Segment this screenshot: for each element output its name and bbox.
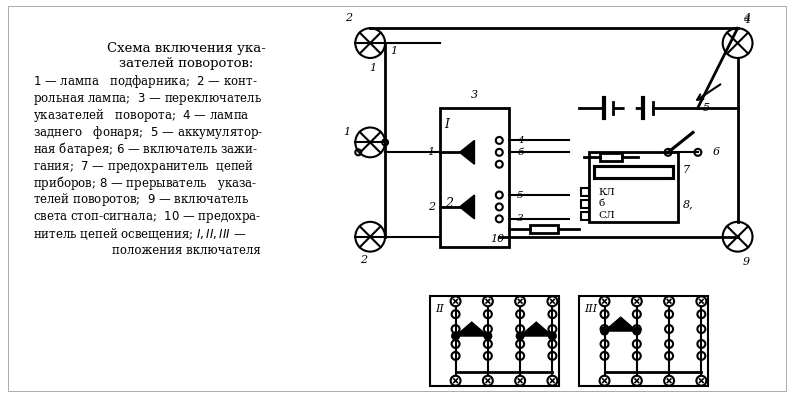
Bar: [594, 166, 673, 178]
Bar: [580, 212, 588, 220]
Bar: [530, 225, 558, 233]
Text: зателей поворотов:: зателей поворотов:: [119, 58, 253, 70]
Circle shape: [484, 333, 491, 339]
Text: 8,: 8,: [683, 199, 694, 210]
Text: 9: 9: [742, 256, 750, 267]
Polygon shape: [460, 141, 475, 164]
Text: 7: 7: [683, 165, 690, 175]
Bar: [580, 188, 588, 196]
Text: III: III: [584, 304, 597, 314]
Text: 3: 3: [471, 90, 478, 100]
Bar: [579, 296, 707, 385]
Text: 4: 4: [517, 136, 524, 145]
Bar: [600, 153, 622, 161]
Text: 1: 1: [369, 63, 376, 73]
Circle shape: [601, 328, 608, 335]
Text: 2: 2: [360, 254, 367, 265]
Bar: [588, 152, 678, 222]
Text: СЛ: СЛ: [599, 211, 615, 220]
Polygon shape: [460, 195, 475, 219]
Text: II: II: [435, 304, 444, 314]
Text: 6: 6: [713, 147, 720, 157]
Text: 2: 2: [445, 197, 453, 210]
Text: б: б: [599, 199, 605, 208]
Circle shape: [549, 333, 556, 339]
Text: рольная лампа;  $\it{3}$ — переключатель: рольная лампа; $\it{3}$ — переключатель: [33, 91, 261, 107]
Polygon shape: [456, 322, 488, 336]
Text: б: б: [517, 148, 523, 157]
Text: 3: 3: [517, 214, 524, 224]
Bar: [580, 200, 588, 208]
Text: 1: 1: [428, 147, 435, 157]
Circle shape: [517, 333, 523, 339]
Text: 4: 4: [742, 15, 750, 25]
Text: 10: 10: [490, 234, 504, 244]
Text: указателей   поворота;  $\it{4}$ — лампа: указателей поворота; $\it{4}$ — лампа: [33, 107, 249, 124]
Text: положения включателя: положения включателя: [112, 244, 261, 257]
Text: заднего   фонаря;  $\it{5}$ — аккумулятор-: заднего фонаря; $\it{5}$ — аккумулятор-: [33, 124, 263, 141]
Polygon shape: [520, 322, 553, 336]
Bar: [440, 108, 509, 247]
Text: гания;  $\it{7}$ — предохранитель  цепей: гания; $\it{7}$ — предохранитель цепей: [33, 158, 253, 175]
Text: 5: 5: [517, 191, 524, 200]
Text: I: I: [445, 118, 449, 131]
Bar: [430, 296, 559, 385]
Text: 1: 1: [390, 46, 397, 56]
Text: света стоп-сигнала;  $\it{10}$ — предохра-: света стоп-сигнала; $\it{10}$ — предохра…: [33, 209, 260, 225]
Text: КЛ: КЛ: [599, 187, 615, 197]
Text: 2: 2: [345, 13, 353, 23]
Text: 1: 1: [343, 127, 350, 137]
Text: телей поворотов;  $\it{9}$ — включатель: телей поворотов; $\it{9}$ — включатель: [33, 191, 249, 208]
Text: $\it{1}$ — лампа   подфарника;  $\it{2}$ — конт-: $\it{1}$ — лампа подфарника; $\it{2}$ — …: [33, 73, 257, 91]
Text: 2: 2: [428, 202, 435, 212]
Text: приборов; $\it{8}$ — прерыватель   указа-: приборов; $\it{8}$ — прерыватель указа-: [33, 174, 257, 192]
Text: нитель цепей освещения; $\it{I, II, III}$ —: нитель цепей освещения; $\it{I, II, III}…: [33, 226, 246, 242]
Text: Схема включения ука-: Схема включения ука-: [107, 42, 266, 54]
Text: 5: 5: [703, 103, 710, 113]
Polygon shape: [604, 317, 637, 331]
Text: 4: 4: [742, 13, 750, 23]
Circle shape: [452, 333, 459, 339]
Text: ная батарея; $\it{6}$ — включатель зажи-: ная батарея; $\it{6}$ — включатель зажи-: [33, 141, 257, 158]
Circle shape: [634, 328, 640, 335]
